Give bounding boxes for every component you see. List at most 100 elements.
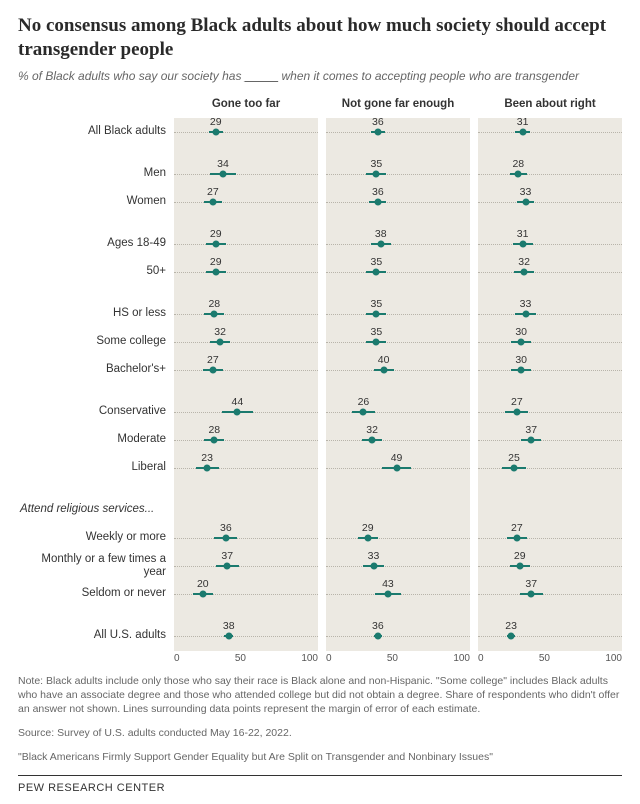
data-row: 30 <box>478 356 622 384</box>
data-row: 23 <box>174 454 318 482</box>
row-label: Conservative <box>18 398 174 426</box>
axis-tick: 100 <box>301 653 318 664</box>
data-point <box>374 632 381 639</box>
data-point <box>212 128 219 135</box>
data-point <box>211 436 218 443</box>
data-point <box>370 562 377 569</box>
data-point <box>373 310 380 317</box>
chart-subtitle: % of Black adults who say our society ha… <box>18 68 622 84</box>
data-value: 36 <box>372 620 384 632</box>
data-row: 33 <box>326 552 470 580</box>
panel-body: 363536383535354026324929334336 <box>326 118 470 651</box>
panel-body: 312833313233303027372527293723 <box>478 118 622 651</box>
data-value: 25 <box>508 452 520 464</box>
row-label: Monthly or a few times a year <box>18 552 174 580</box>
data-point <box>373 338 380 345</box>
data-row: 37 <box>478 580 622 608</box>
row-label: All Black adults <box>18 118 174 146</box>
data-value: 23 <box>201 452 213 464</box>
data-value: 30 <box>515 354 527 366</box>
data-point <box>212 240 219 247</box>
data-point <box>384 590 391 597</box>
axis-tick: 100 <box>453 653 470 664</box>
data-point <box>518 338 525 345</box>
data-row: 28 <box>174 426 318 454</box>
data-point <box>204 464 211 471</box>
data-row: 38 <box>326 230 470 258</box>
data-point <box>528 590 535 597</box>
data-point <box>369 436 376 443</box>
data-row: 31 <box>478 230 622 258</box>
data-value: 29 <box>210 116 222 128</box>
data-row: 32 <box>174 328 318 356</box>
section-header: Attend religious services... <box>18 496 174 524</box>
chart-source: Source: Survey of U.S. adults conducted … <box>18 726 622 740</box>
data-value: 36 <box>220 522 232 534</box>
data-row: 23 <box>478 622 622 650</box>
data-row: 36 <box>326 118 470 146</box>
data-row: 40 <box>326 356 470 384</box>
axis-tick: 50 <box>387 653 398 664</box>
data-value: 35 <box>371 326 383 338</box>
data-value: 35 <box>371 158 383 170</box>
chart-report: "Black Americans Firmly Support Gender E… <box>18 750 622 764</box>
chart-title: No consensus among Black adults about ho… <box>18 14 622 62</box>
row-label: Moderate <box>18 426 174 454</box>
data-point <box>364 534 371 541</box>
data-value: 30 <box>515 326 527 338</box>
data-value: 44 <box>232 396 244 408</box>
data-point <box>511 464 518 471</box>
data-row: 28 <box>174 300 318 328</box>
data-point <box>522 198 529 205</box>
data-point <box>217 338 224 345</box>
data-value: 43 <box>382 578 394 590</box>
data-row: 36 <box>174 524 318 552</box>
data-value: 35 <box>371 256 383 268</box>
data-value: 36 <box>372 186 384 198</box>
data-value: 28 <box>512 158 524 170</box>
data-value: 26 <box>358 396 370 408</box>
data-value: 27 <box>511 396 523 408</box>
data-row: 29 <box>174 258 318 286</box>
data-row: 27 <box>478 524 622 552</box>
data-point <box>380 366 387 373</box>
data-value: 33 <box>368 550 380 562</box>
subtitle-post: when it comes to accepting people who ar… <box>278 69 579 83</box>
data-row: 35 <box>326 328 470 356</box>
axis-tick: 50 <box>235 653 246 664</box>
data-point <box>508 632 515 639</box>
data-value: 23 <box>505 620 517 632</box>
data-point <box>519 128 526 135</box>
data-row: 29 <box>326 524 470 552</box>
data-point <box>521 268 528 275</box>
data-value: 37 <box>525 424 537 436</box>
data-point <box>224 562 231 569</box>
data-row: 35 <box>326 160 470 188</box>
chart-panels: Gone too far2934272929283227442823363720… <box>174 98 622 664</box>
row-label: Ages 18-49 <box>18 230 174 258</box>
data-point <box>516 562 523 569</box>
data-point <box>373 268 380 275</box>
data-point <box>373 170 380 177</box>
x-axis: 050100 <box>174 651 318 664</box>
row-label: HS or less <box>18 300 174 328</box>
data-value: 29 <box>210 228 222 240</box>
data-value: 34 <box>217 158 229 170</box>
data-point <box>374 198 381 205</box>
data-value: 20 <box>197 578 209 590</box>
data-row: 30 <box>478 328 622 356</box>
data-value: 27 <box>207 186 219 198</box>
chart-note: Note: Black adults include only those wh… <box>18 674 622 717</box>
data-row: 31 <box>478 118 622 146</box>
data-point <box>374 128 381 135</box>
data-row: 33 <box>478 300 622 328</box>
data-row: 35 <box>326 300 470 328</box>
data-row: 33 <box>478 188 622 216</box>
data-point <box>519 240 526 247</box>
data-point <box>212 268 219 275</box>
data-value: 29 <box>362 522 374 534</box>
axis-tick: 100 <box>605 653 622 664</box>
row-label: Weekly or more <box>18 524 174 552</box>
data-point <box>209 198 216 205</box>
data-row: 29 <box>478 552 622 580</box>
